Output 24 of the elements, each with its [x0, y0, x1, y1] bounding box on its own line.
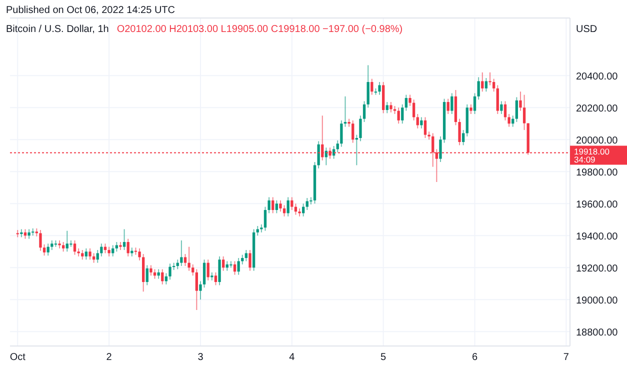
y-tick-label: 19000.00 — [576, 296, 618, 307]
x-tick-label: 4 — [289, 352, 296, 363]
y-tick-label: 19800.00 — [576, 168, 618, 179]
x-tick-label: 5 — [380, 352, 387, 363]
y-tick-label: 19200.00 — [576, 264, 618, 275]
text: O20102.00 H20103.00 L19905.00 C19918.00 −197.00 (−0.98%) — [116, 24, 403, 35]
y-tick-label: 20400.00 — [576, 72, 618, 83]
y-axis-title: USD — [576, 24, 598, 35]
x-tick-label: 7 — [563, 352, 570, 363]
text: Published on Oct 06, 2022 14:25 UTC — [6, 5, 175, 16]
x-tick-label: 2 — [106, 352, 112, 363]
candlestick — [310, 196, 312, 205]
candlestick — [134, 247, 138, 256]
x-tick-label: Oct — [10, 352, 26, 363]
x-tick-label: 6 — [472, 352, 478, 363]
y-tick-label: 20000.00 — [576, 136, 618, 147]
y-tick-label: 19600.00 — [576, 200, 618, 211]
y-tick-label: 19400.00 — [576, 232, 618, 243]
x-tick-label: 3 — [198, 352, 204, 363]
text: Bitcoin / U.S. Dollar, 1h — [6, 24, 109, 35]
text: 34:09 — [574, 154, 596, 165]
ref-line-label: 19918.00 — [574, 146, 610, 157]
y-tick-label: 18800.00 — [576, 328, 618, 339]
y-tick-label: 20200.00 — [576, 104, 618, 115]
